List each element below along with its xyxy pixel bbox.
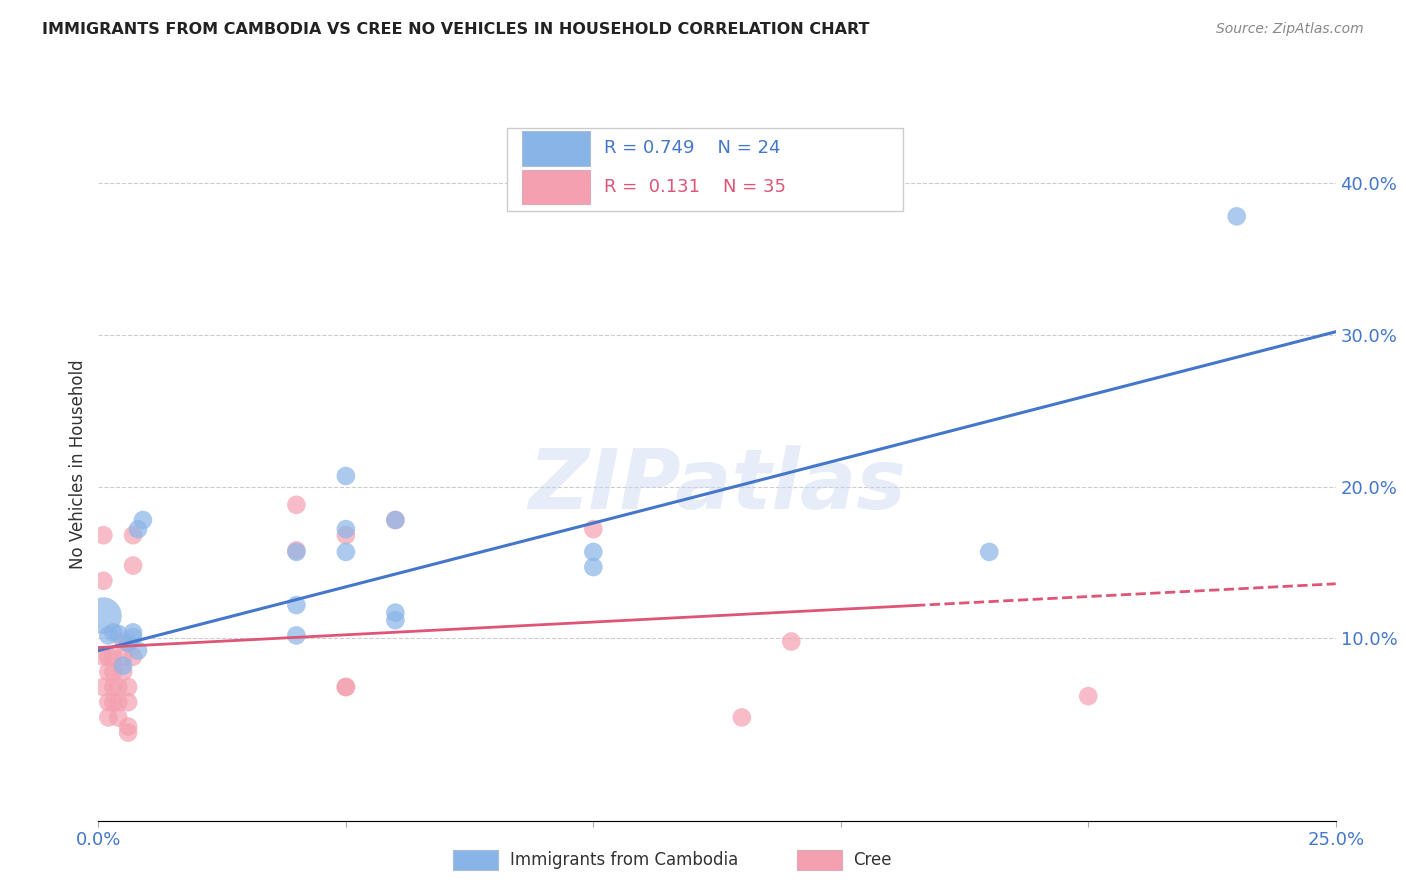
Point (103, 680, 125, 694)
Point (384, 606, 406, 620)
Point (122, 625, 145, 640)
Point (285, 545, 308, 559)
Point (107, 627, 129, 641)
Point (122, 558, 145, 573)
Point (384, 613, 406, 627)
Point (384, 513, 406, 527)
Point (117, 636, 139, 650)
Text: Cree: Cree (853, 851, 891, 869)
Point (1226, 210, 1249, 224)
Point (93, 649, 115, 664)
Point (93, 528, 115, 542)
Point (979, 545, 1001, 559)
Point (93, 680, 115, 694)
Point (97, 628, 120, 642)
Text: R = 0.749    N = 24: R = 0.749 N = 24 (605, 139, 780, 157)
Y-axis label: No Vehicles in Household: No Vehicles in Household (69, 359, 87, 569)
Text: Source: ZipAtlas.com: Source: ZipAtlas.com (1216, 22, 1364, 37)
Text: R =  0.131    N = 35: R = 0.131 N = 35 (605, 178, 786, 196)
Point (335, 680, 357, 694)
Point (103, 695, 125, 709)
Point (335, 469, 357, 483)
Point (97, 710, 120, 724)
Point (112, 634, 135, 648)
Point (107, 680, 129, 694)
Point (731, 710, 754, 724)
Point (112, 665, 135, 679)
Point (780, 634, 803, 648)
Point (132, 513, 155, 527)
Point (127, 643, 149, 657)
Point (97, 649, 120, 664)
Point (112, 658, 135, 673)
Point (127, 522, 149, 536)
Text: ZIPatlas: ZIPatlas (529, 445, 905, 525)
Point (122, 630, 145, 644)
Text: IMMIGRANTS FROM CAMBODIA VS CREE NO VEHICLES IN HOUSEHOLD CORRELATION CHART: IMMIGRANTS FROM CAMBODIA VS CREE NO VEHI… (42, 22, 870, 37)
Point (335, 522, 357, 536)
Point (103, 665, 125, 679)
Point (335, 680, 357, 694)
Point (285, 543, 308, 558)
Point (117, 695, 139, 709)
Point (107, 695, 129, 709)
Point (335, 545, 357, 559)
Point (93, 608, 115, 623)
Point (582, 545, 605, 559)
Point (285, 628, 308, 642)
FancyBboxPatch shape (522, 169, 589, 204)
Point (93, 574, 115, 588)
Point (103, 649, 125, 664)
Point (122, 649, 145, 664)
Point (97, 665, 120, 679)
Point (112, 649, 135, 664)
FancyBboxPatch shape (506, 128, 903, 211)
FancyBboxPatch shape (522, 131, 589, 166)
Point (285, 598, 308, 612)
Point (97, 695, 120, 709)
Point (285, 498, 308, 512)
Point (117, 680, 139, 694)
Point (103, 625, 125, 640)
Point (582, 560, 605, 574)
Point (117, 719, 139, 733)
Point (122, 528, 145, 542)
Point (1077, 689, 1099, 703)
Point (384, 513, 406, 527)
Point (117, 725, 139, 739)
Text: Immigrants from Cambodia: Immigrants from Cambodia (509, 851, 738, 869)
Point (107, 710, 129, 724)
Point (335, 528, 357, 542)
Point (582, 522, 605, 536)
